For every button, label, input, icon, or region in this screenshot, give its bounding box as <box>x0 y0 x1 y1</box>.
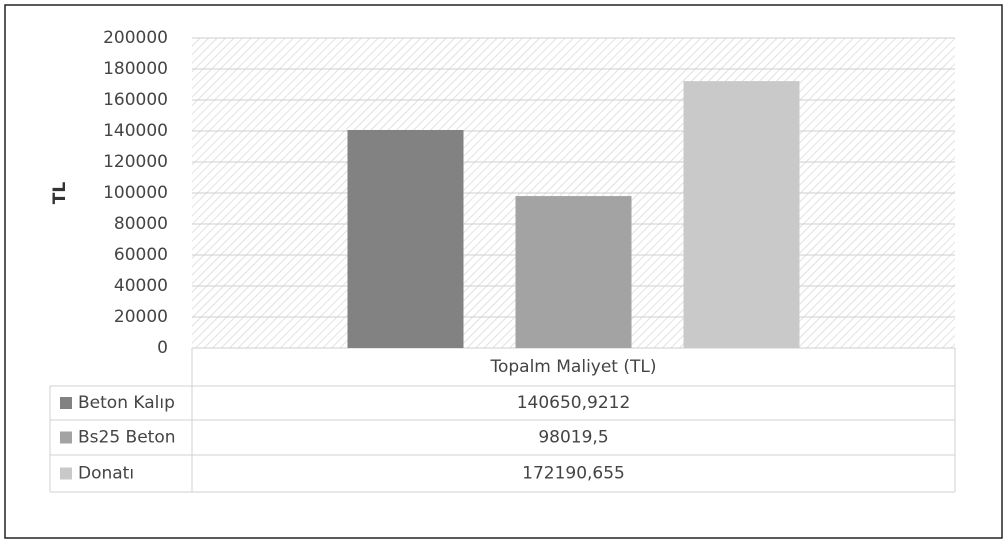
y-tick-label: 20000 <box>114 307 168 327</box>
data-table-value: 172190,655 <box>522 464 625 484</box>
legend-key <box>60 431 72 444</box>
y-axis-label: TL <box>50 182 70 205</box>
bar <box>347 129 464 348</box>
legend-key <box>60 467 72 480</box>
legend-key <box>60 397 72 409</box>
data-table-value: 140650,9212 <box>517 393 631 413</box>
y-tick-label: 160000 <box>103 90 168 110</box>
data-table <box>49 348 956 493</box>
y-tick-label: 80000 <box>114 214 168 234</box>
y-tick-label: 120000 <box>103 152 168 172</box>
bar <box>683 81 800 348</box>
y-tick-label: 60000 <box>114 245 168 265</box>
bar <box>515 196 632 348</box>
legend-label: Donatı <box>78 464 134 484</box>
y-tick-label: 180000 <box>103 59 168 79</box>
x-tick-label: Topalm Maliyet (TL) <box>489 357 656 377</box>
legend-label: Bs25 Beton <box>78 428 176 448</box>
y-tick-label: 140000 <box>103 121 168 141</box>
legend-label: Beton Kalıp <box>78 393 175 413</box>
y-tick-label: 100000 <box>103 183 168 203</box>
y-tick-label: 200000 <box>103 28 168 48</box>
data-table-value: 98019,5 <box>538 428 608 448</box>
y-tick-label: 0 <box>157 338 168 358</box>
y-tick-label: 40000 <box>114 276 168 296</box>
